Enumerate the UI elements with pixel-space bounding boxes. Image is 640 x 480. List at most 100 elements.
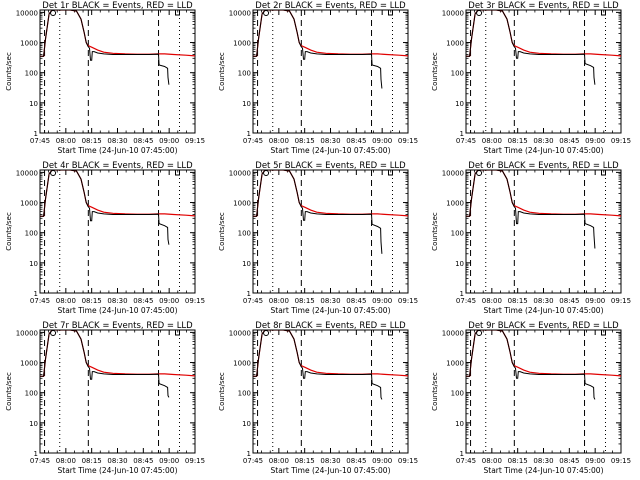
x-tick-label: 08:15 [295, 297, 315, 305]
x-tick-label: 07:45 [456, 297, 476, 305]
series-group [253, 10, 408, 89]
y-tick-label: 100 [238, 70, 251, 78]
y-tick-label: 1 [247, 450, 251, 458]
y-tick-label: 1 [247, 130, 251, 138]
y-tick-label: 10000 [229, 9, 251, 17]
panel-title: Det 8r BLACK = Events, RED = LLD [255, 321, 406, 331]
event-circle-marker [50, 330, 57, 337]
y-axis-title: Counts/sec [5, 372, 13, 411]
lld-series-line [466, 10, 621, 57]
x-tick-label: 08:00 [269, 137, 289, 145]
x-tick-label: 08:45 [133, 457, 153, 465]
x-axis-title: Start Time (24-Jun-10 07:45:00) [484, 146, 604, 155]
y-tick-label: 10 [242, 260, 251, 268]
y-tick-label: 1000 [446, 360, 464, 368]
x-tick-label: 09:00 [372, 137, 392, 145]
event-circle-marker [50, 170, 57, 177]
x-tick-label: 07:45 [30, 457, 50, 465]
x-tick-label: 09:15 [185, 137, 205, 145]
x-tick-label: 08:30 [533, 137, 553, 145]
x-tick-label: 08:45 [133, 297, 153, 305]
y-tick-label: 10 [455, 100, 464, 108]
events-series-line [40, 10, 170, 85]
y-axis-title: Counts/sec [218, 212, 226, 251]
x-tick-label: 08:45 [559, 457, 579, 465]
x-tick-label: 08:15 [295, 137, 315, 145]
panel-title: Det 3r BLACK = Events, RED = LLD [468, 1, 619, 11]
detector-panel: Det 5r BLACK = Events, RED = LLD 1 10 100 10… [218, 161, 418, 315]
y-tick-label: 10 [242, 420, 251, 428]
y-tick-label: 100 [25, 230, 38, 238]
interval-bracket-mark [388, 10, 393, 16]
series-group [466, 330, 621, 400]
y-tick-label: 1000 [20, 360, 38, 368]
panel-title: Det 2r BLACK = Events, RED = LLD [255, 1, 406, 11]
x-tick-label: 09:00 [585, 297, 605, 305]
x-tick-label: 09:15 [185, 297, 205, 305]
x-axis-title: Start Time (24-Jun-10 07:45:00) [58, 466, 178, 475]
x-tick-label: 08:45 [559, 137, 579, 145]
x-tick-label: 07:45 [456, 457, 476, 465]
x-tick-label: 09:00 [372, 457, 392, 465]
y-tick-label: 1 [34, 130, 38, 138]
detector-panel: Det 1r BLACK = Events, RED = LLD 1 10 100 10… [5, 1, 205, 155]
y-tick-label: 10000 [442, 9, 464, 17]
interval-bracket-mark [175, 330, 180, 336]
x-tick-label: 09:00 [159, 457, 179, 465]
plot-frame [465, 329, 622, 454]
x-tick-label: 08:00 [56, 457, 76, 465]
plot-frame [39, 329, 196, 454]
event-circle-marker [476, 10, 483, 17]
events-series-line [40, 330, 170, 398]
y-tick-label: 1000 [233, 40, 251, 48]
x-tick-label: 08:45 [346, 137, 366, 145]
y-tick-label: 100 [451, 230, 464, 238]
panel-title: Det 6r BLACK = Events, RED = LLD [468, 161, 619, 171]
x-axis-title: Start Time (24-Jun-10 07:45:00) [484, 306, 604, 315]
events-series-line [253, 10, 383, 89]
event-circle-marker [476, 330, 483, 337]
x-tick-label: 08:15 [82, 297, 102, 305]
series-group [253, 170, 408, 254]
events-series-line [466, 10, 596, 85]
y-tick-label: 10 [29, 420, 38, 428]
events-series-line [466, 170, 596, 249]
y-axis-title: Counts/sec [5, 52, 13, 91]
y-tick-label: 10000 [229, 169, 251, 177]
x-tick-label: 09:15 [611, 297, 631, 305]
x-tick-label: 07:45 [456, 137, 476, 145]
lld-series-line [40, 10, 195, 57]
x-tick-label: 08:00 [482, 137, 502, 145]
y-tick-label: 100 [25, 390, 38, 398]
x-tick-label: 07:45 [30, 137, 50, 145]
interval-bracket-mark [175, 170, 180, 176]
series-group [40, 170, 195, 245]
y-tick-label: 10 [455, 260, 464, 268]
plot-frame [252, 169, 409, 294]
lld-series-line [466, 170, 621, 217]
y-axis-title: Counts/sec [431, 212, 439, 251]
plot-frame [252, 9, 409, 134]
y-tick-label: 1 [460, 130, 464, 138]
y-tick-label: 10000 [442, 169, 464, 177]
x-tick-label: 09:15 [611, 137, 631, 145]
panel-title: Det 1r BLACK = Events, RED = LLD [42, 1, 193, 11]
series-group [466, 170, 621, 249]
x-tick-label: 07:45 [243, 137, 263, 145]
x-tick-label: 08:15 [82, 457, 102, 465]
lld-series-line [253, 330, 408, 377]
detector-panel: Det 7r BLACK = Events, RED = LLD 1 10 100 10… [5, 321, 205, 475]
y-tick-label: 100 [451, 70, 464, 78]
detector-panel: Det 8r BLACK = Events, RED = LLD 1 10 100 10… [218, 321, 418, 475]
detector-panel: Det 6r BLACK = Events, RED = LLD 1 10 100 10… [431, 161, 631, 315]
x-tick-label: 09:00 [159, 137, 179, 145]
x-tick-label: 08:30 [320, 297, 340, 305]
x-tick-label: 08:00 [482, 297, 502, 305]
series-group [40, 10, 195, 85]
series-group [40, 330, 195, 398]
plot-frame [252, 329, 409, 454]
y-tick-label: 1000 [233, 200, 251, 208]
x-tick-label: 08:30 [533, 457, 553, 465]
x-tick-label: 07:45 [243, 457, 263, 465]
events-series-line [466, 330, 596, 400]
